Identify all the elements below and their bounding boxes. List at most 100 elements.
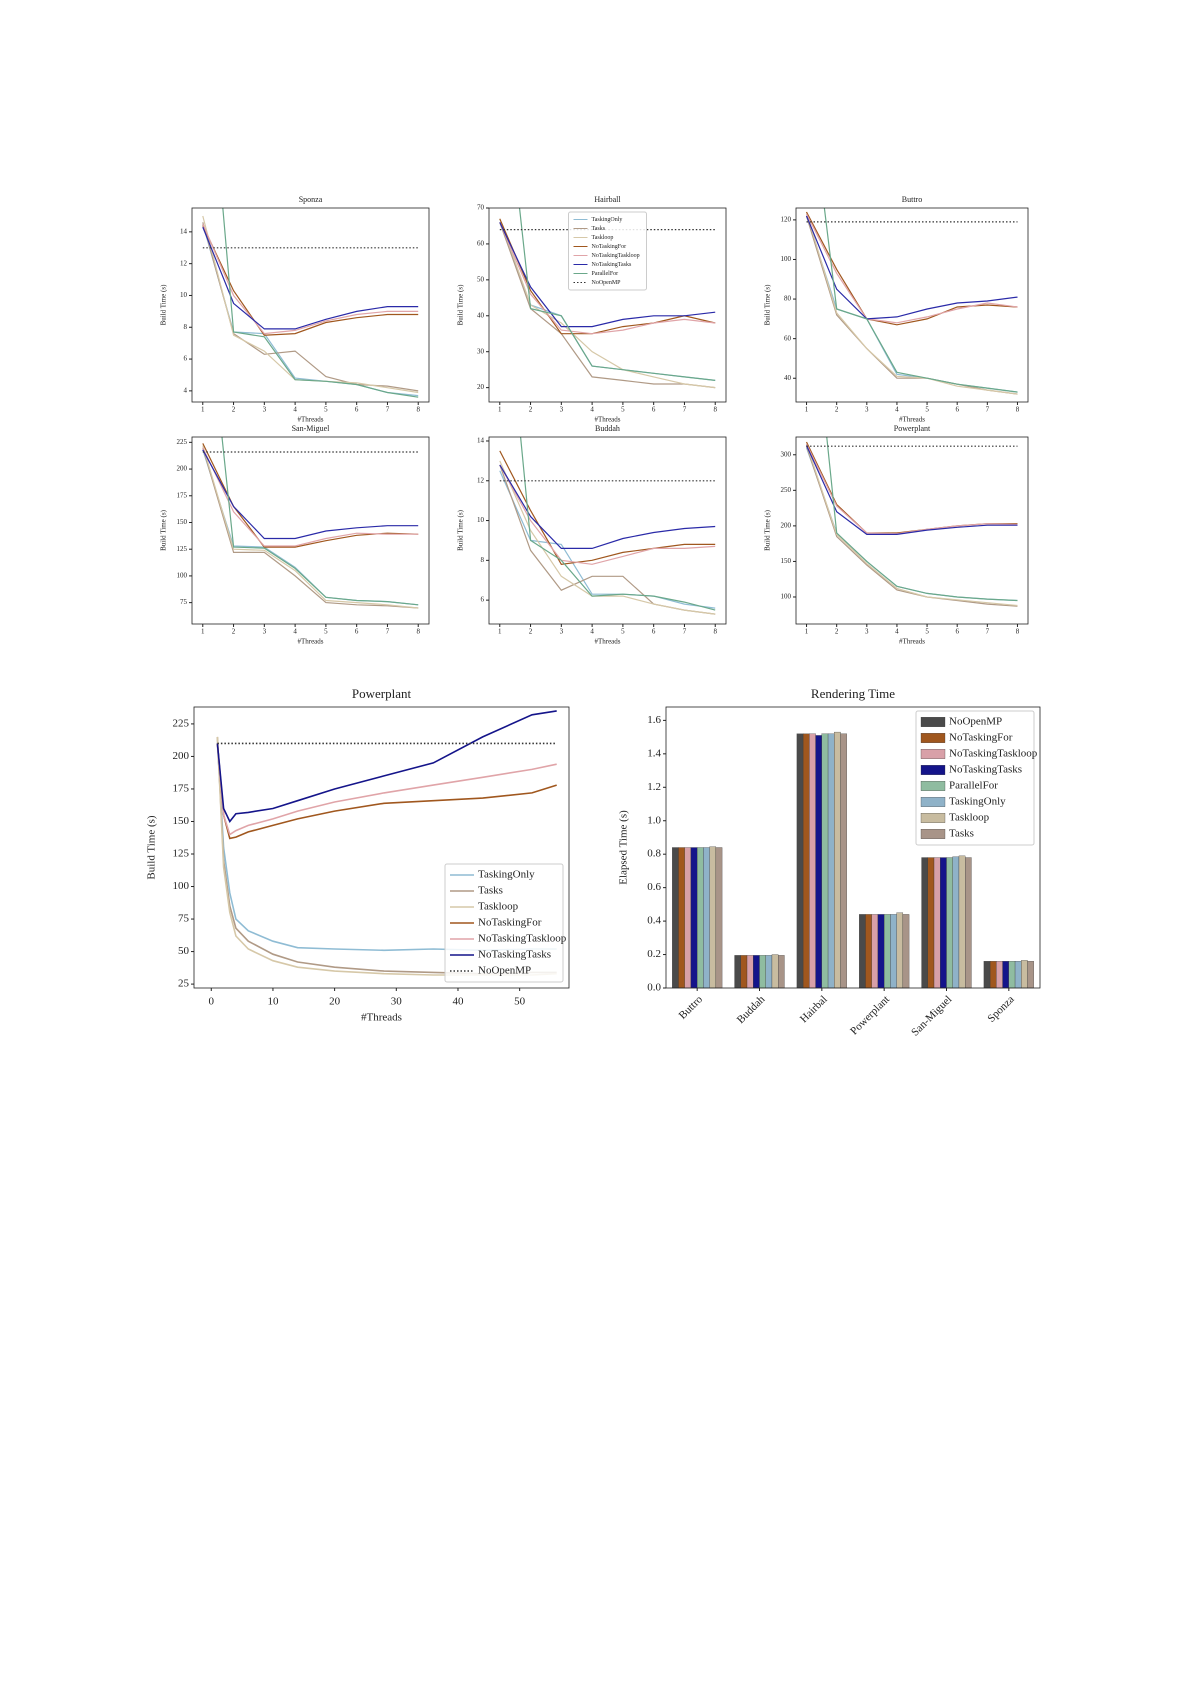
x-tick-label: 1: [201, 628, 205, 636]
bar: [821, 733, 829, 989]
bar: [734, 955, 741, 989]
x-tick-label: 1: [805, 628, 809, 636]
bar: [746, 955, 754, 989]
y-tick-label: 200: [781, 521, 792, 529]
x-tick-label: 2: [835, 628, 839, 636]
y-tick-label: 60: [784, 334, 792, 342]
x-tick-label: 3: [560, 628, 564, 636]
x-tick-label: 7: [683, 628, 687, 636]
legend-swatch: [920, 781, 946, 791]
series-line: [216, 710, 557, 824]
legend-label: NoTaskingTaskloop: [949, 748, 1038, 760]
legend-swatch: [920, 733, 946, 743]
series-line: [805, 215, 1018, 320]
x-tick-label: 7: [986, 628, 990, 636]
x-tick-label: 6: [355, 406, 359, 414]
y-axis-label: Elapsed Time (s): [618, 810, 630, 885]
series-line: [499, 222, 716, 328]
y-axis-label: Build Time (s): [764, 284, 772, 326]
bar: [877, 914, 885, 989]
y-tick-label: 150: [177, 518, 188, 526]
y-tick-label: 1.6: [647, 714, 661, 726]
legend-label: NoOpenMP: [478, 965, 531, 977]
legend-box: [444, 863, 564, 983]
series-line: [221, 437, 419, 606]
series-line: [805, 441, 1018, 534]
y-tick-label: 200: [177, 465, 188, 473]
bar: [753, 955, 760, 989]
legend-label: NoTaskingFor: [478, 917, 542, 929]
lines: [805, 437, 1018, 607]
series-line: [499, 218, 716, 389]
y-tick-label: 150: [781, 557, 792, 565]
lines: [805, 208, 1018, 395]
y-tick-label: 25: [178, 978, 190, 990]
legend-label: NoOpenMP: [949, 716, 1002, 728]
x-tick-label: 4: [590, 406, 594, 414]
bar: [940, 857, 947, 989]
bar: [896, 912, 904, 989]
x-axis-label: #Threads: [594, 638, 620, 646]
x-tick-label: 7: [386, 406, 390, 414]
series-line: [805, 211, 1018, 326]
x-tick-label: 6: [955, 628, 959, 636]
series-line: [805, 213, 1018, 324]
series-line: [499, 464, 716, 549]
legend-label: NoTaskingTaskloop: [592, 253, 640, 259]
y-tick-label: 300: [781, 450, 792, 458]
legend-swatch: [920, 829, 946, 839]
bar: [684, 847, 692, 989]
x-axis-label: #Threads: [361, 1012, 402, 1024]
bar: [865, 914, 872, 989]
y-tick-label: 10: [180, 291, 188, 299]
series-line: [519, 437, 716, 611]
bar: [815, 735, 822, 989]
chart: Rendering Time Elapsed Time (s) 0.0 0.2 0.4 0…: [618, 686, 1041, 1039]
y-tick-label: 30: [477, 347, 485, 355]
series-line: [202, 225, 419, 336]
bar: [989, 961, 997, 989]
y-tick-label: 100: [781, 593, 792, 601]
bar: [859, 914, 866, 989]
y-tick-label: 175: [177, 491, 188, 499]
series-line: [216, 743, 557, 840]
lines: [202, 208, 419, 398]
bar: [1021, 960, 1028, 989]
x-tick-label: 20: [329, 996, 341, 1008]
y-tick-label: 80: [784, 295, 792, 303]
x-tick-label: 2: [529, 628, 533, 636]
series-line: [826, 437, 1018, 602]
series-line: [499, 470, 716, 609]
series-line: [499, 464, 716, 565]
series-line: [499, 450, 716, 565]
series-line: [518, 208, 716, 381]
x-tick-label: 30: [391, 996, 403, 1008]
bar: [834, 731, 841, 989]
x-tick-label: 5: [925, 406, 929, 414]
bar: [765, 955, 773, 989]
y-tick-label: 250: [781, 486, 792, 494]
bar: [740, 955, 748, 989]
chart: Buttro Build Time (s) 40 60 80 100 120 #Threads…: [764, 195, 1029, 424]
y-tick-label: 225: [173, 717, 190, 729]
y-tick-label: 40: [477, 311, 485, 319]
x-tick-label: 1: [201, 406, 205, 414]
plot-frame: [488, 436, 727, 625]
bar: [1027, 961, 1034, 989]
x-tick-label: 6: [955, 406, 959, 414]
x-tick-label: 6: [652, 628, 656, 636]
series-line: [499, 460, 716, 615]
bar: [809, 733, 816, 989]
series-line: [499, 222, 716, 389]
bar: [1002, 961, 1009, 989]
plot-frame: [665, 706, 1041, 989]
x-axis-label: #Threads: [899, 416, 925, 424]
bar: [946, 857, 953, 989]
x-tick-label: 1: [498, 628, 502, 636]
x-tick-label: 7: [386, 628, 390, 636]
legend-label: TaskingOnly: [592, 217, 623, 223]
y-tick-label: 6: [184, 355, 188, 363]
